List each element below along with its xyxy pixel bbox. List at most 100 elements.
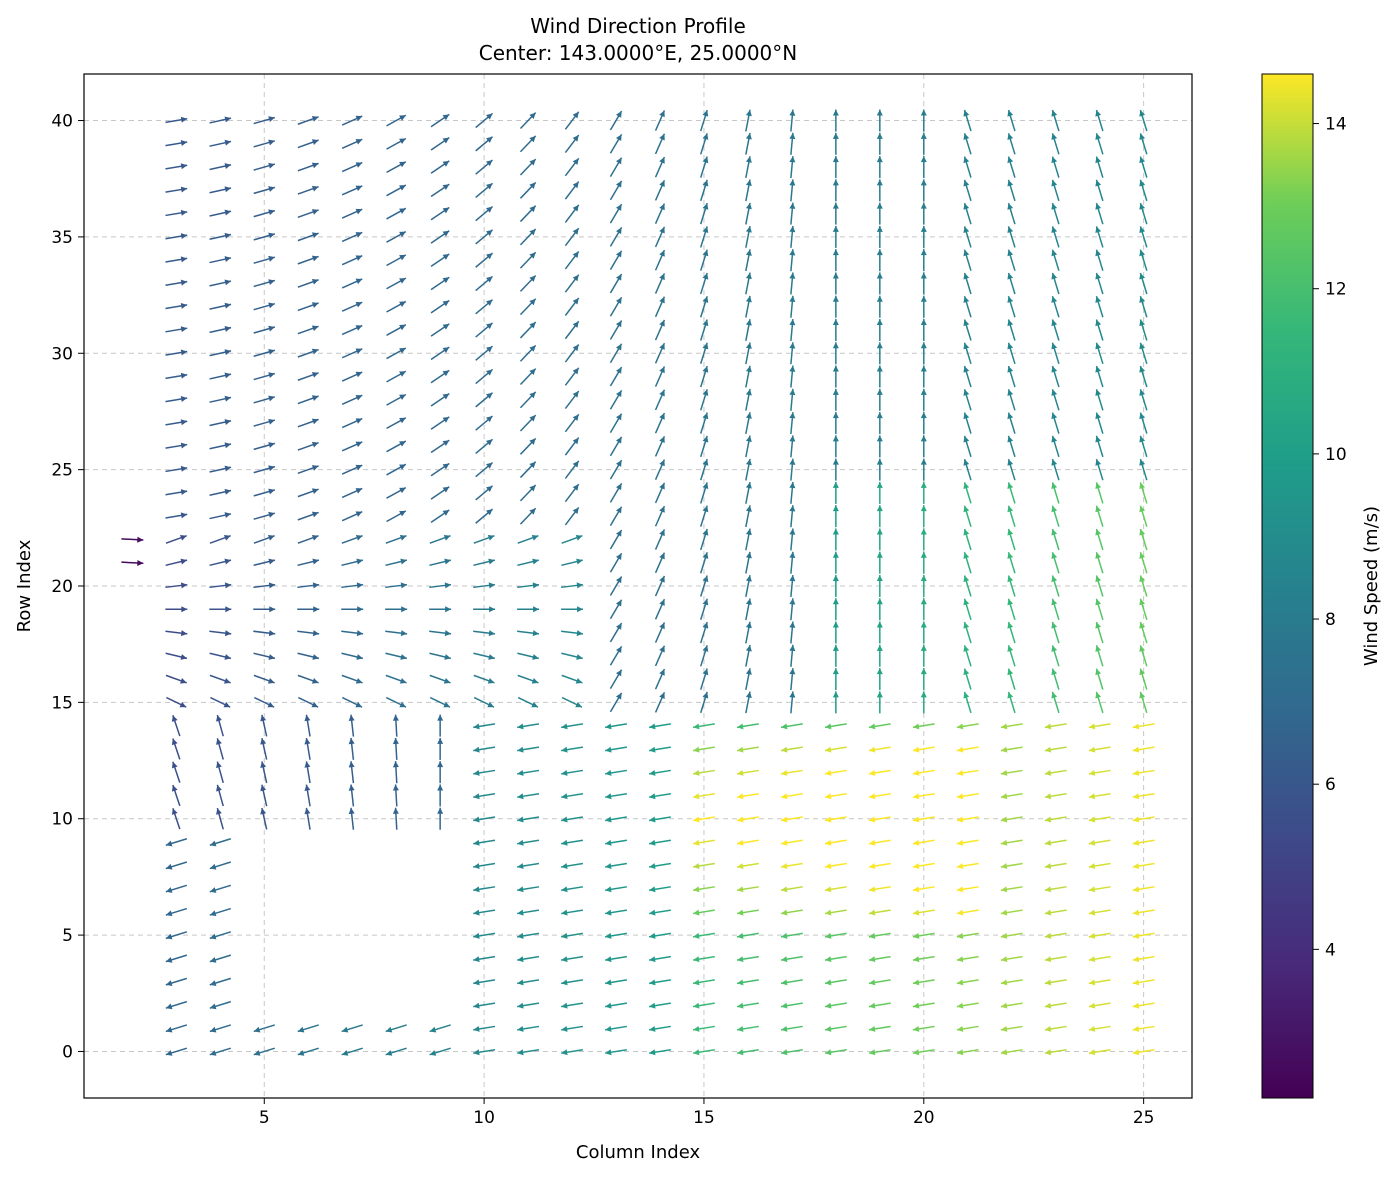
wind-arrow-head bbox=[702, 226, 709, 234]
wind-arrow-head bbox=[920, 412, 927, 419]
wind-arrow-head bbox=[1007, 668, 1014, 676]
wind-arrow-head bbox=[832, 319, 839, 325]
wind-arrow-head bbox=[517, 932, 524, 939]
wind-arrow-head bbox=[1095, 203, 1102, 210]
wind-arrow-head bbox=[268, 654, 275, 660]
wind-arrow-head bbox=[216, 784, 222, 792]
wind-arrow-head bbox=[1044, 886, 1052, 893]
wind-arrow-head bbox=[1051, 133, 1058, 140]
wind-arrow-head bbox=[789, 365, 796, 372]
wind-arrow-head bbox=[341, 1026, 349, 1033]
wind-arrow-head bbox=[223, 534, 231, 541]
wind-arrow-head bbox=[876, 575, 883, 581]
wind-arrow-head bbox=[355, 185, 363, 192]
wind-arrow-head bbox=[1051, 272, 1058, 280]
wind-arrow-head bbox=[224, 139, 232, 146]
wind-arrow-head bbox=[529, 112, 536, 120]
wind-arrow-head bbox=[312, 630, 320, 637]
wind-arrow-head bbox=[702, 668, 709, 676]
wind-arrow-head bbox=[1088, 886, 1096, 893]
wind-arrow-head bbox=[180, 630, 188, 637]
wind-arrow-head bbox=[781, 1002, 788, 1009]
wind-arrow-head bbox=[832, 551, 839, 558]
x-tick-label: 25 bbox=[1133, 1108, 1155, 1128]
wind-arrow-head bbox=[649, 839, 656, 846]
wind-arrow-head bbox=[876, 272, 883, 279]
wind-arrow-head bbox=[745, 202, 752, 210]
wind-arrow-head bbox=[781, 979, 788, 986]
wind-arrow-head bbox=[399, 534, 407, 541]
wind-arrow-head bbox=[702, 272, 709, 280]
wind-arrow-head bbox=[253, 1050, 261, 1056]
wind-arrow-head bbox=[868, 863, 876, 870]
wind-arrow-head bbox=[561, 723, 568, 730]
wind-arrow-head bbox=[572, 135, 579, 142]
wind-arrow-head bbox=[737, 956, 744, 963]
wind-arrow-head bbox=[693, 909, 700, 916]
wind-arrow-head bbox=[956, 1026, 964, 1032]
wind-arrow-head bbox=[920, 458, 927, 465]
wind-arrow-head bbox=[437, 807, 444, 814]
wind-arrow-head bbox=[575, 534, 583, 541]
wind-arrow-head bbox=[702, 156, 709, 164]
wind-arrow-head bbox=[209, 863, 217, 870]
wind-arrow-head bbox=[781, 863, 788, 870]
wind-arrow-head bbox=[615, 460, 622, 467]
wind-arrow-head bbox=[355, 371, 363, 378]
wind-arrow-head bbox=[605, 770, 612, 776]
wind-arrow-head bbox=[532, 582, 540, 589]
wind-arrow-head bbox=[442, 114, 450, 121]
wind-arrow-head bbox=[868, 746, 876, 753]
wind-arrow-head bbox=[297, 1026, 305, 1033]
wind-arrow-head bbox=[486, 299, 493, 306]
wind-arrow-head bbox=[1044, 863, 1052, 870]
wind-arrow-head bbox=[832, 342, 839, 349]
wind-arrow-head bbox=[963, 645, 970, 652]
wind-arrow-head bbox=[920, 644, 927, 651]
wind-arrow-head bbox=[1007, 412, 1014, 420]
wind-arrow-head bbox=[1000, 886, 1008, 893]
wind-arrow-head bbox=[576, 558, 583, 565]
wind-arrow-head bbox=[1051, 435, 1058, 443]
wind-arrow-head bbox=[745, 598, 752, 605]
wind-arrow-head bbox=[311, 395, 319, 401]
wind-arrow-head bbox=[486, 369, 493, 376]
wind-arrow-head bbox=[876, 598, 883, 605]
wind-arrow-head bbox=[963, 459, 970, 466]
wind-arrow-head bbox=[1139, 133, 1146, 140]
wind-arrow-head bbox=[561, 979, 568, 986]
wind-arrow-head bbox=[1139, 645, 1146, 652]
wind-arrow-head bbox=[659, 552, 665, 560]
wind-arrow-head bbox=[659, 575, 665, 583]
wind-arrow-head bbox=[1095, 110, 1102, 117]
wind-arrow-head bbox=[832, 412, 839, 419]
wind-arrow-head bbox=[1095, 319, 1102, 327]
wind-arrow-head bbox=[517, 1002, 524, 1009]
wind-arrow-head bbox=[1000, 909, 1008, 916]
wind-arrow-head bbox=[1051, 389, 1058, 396]
wind-arrow-head bbox=[615, 367, 622, 374]
wind-arrow-head bbox=[868, 886, 876, 893]
wind-arrow-head bbox=[605, 863, 612, 870]
wind-arrow-head bbox=[572, 274, 579, 282]
wind-arrow-head bbox=[737, 1026, 744, 1032]
wind-arrow-head bbox=[745, 179, 752, 187]
y-tick-label: 40 bbox=[51, 112, 73, 132]
wind-arrow-head bbox=[1095, 272, 1102, 280]
wind-arrow-head bbox=[260, 714, 267, 722]
wind-arrow-head bbox=[1051, 296, 1058, 303]
wind-arrow-head bbox=[473, 1049, 480, 1056]
wind-arrow-head bbox=[832, 109, 839, 116]
wind-arrow-head bbox=[868, 979, 876, 986]
wind-arrow-head bbox=[745, 319, 752, 326]
wind-arrow-head bbox=[1095, 552, 1102, 559]
wind-arrow-head bbox=[473, 839, 480, 846]
wind-arrow-head bbox=[745, 691, 752, 699]
wind-arrow-head bbox=[920, 598, 927, 605]
wind-arrow-head bbox=[473, 1002, 480, 1009]
wind-arrow-head bbox=[348, 784, 355, 791]
colorbar-ticks: 4 6 8 10 12 14 bbox=[1313, 115, 1347, 960]
wind-arrow-head bbox=[649, 886, 656, 893]
wind-arrow-head bbox=[137, 559, 144, 566]
wind-arrow-head bbox=[1132, 1002, 1140, 1009]
